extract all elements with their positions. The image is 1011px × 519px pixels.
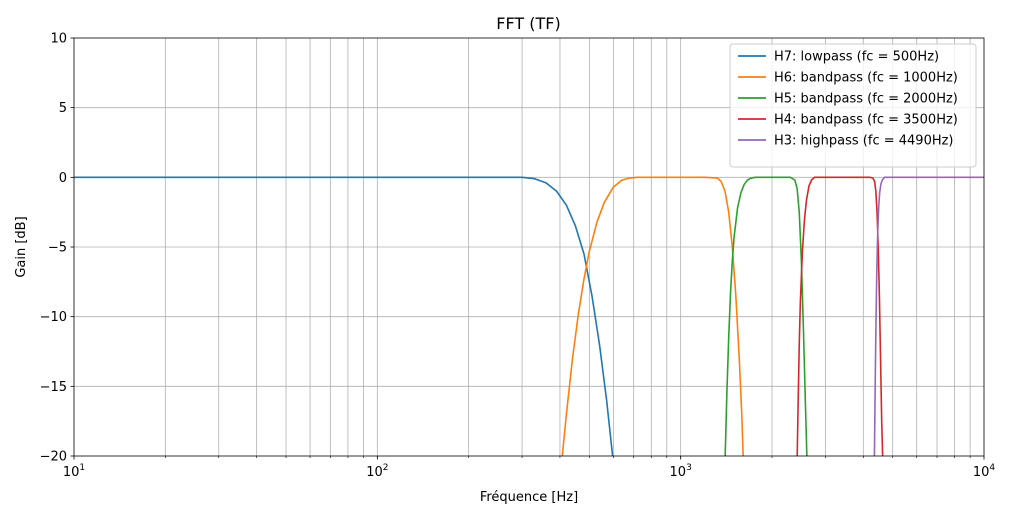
legend-label: H5: bandpass (fc = 2000Hz) bbox=[774, 92, 958, 107]
x-tick-base: 10 bbox=[670, 465, 687, 480]
legend-label: H3: highpass (fc = 4490Hz) bbox=[774, 134, 954, 149]
x-tick-exponent: 3 bbox=[686, 463, 692, 473]
y-axis-label: Gain [dB] bbox=[14, 216, 29, 277]
x-tick-exponent: 4 bbox=[989, 463, 995, 473]
x-tick-label: 102 bbox=[366, 463, 388, 480]
x-tick-label: 104 bbox=[973, 463, 996, 480]
legend-label: H4: bandpass (fc = 3500Hz) bbox=[774, 113, 958, 128]
x-tick-base: 10 bbox=[973, 465, 990, 480]
grid bbox=[74, 38, 984, 456]
y-tick-label: −15 bbox=[40, 380, 67, 395]
y-tick-label: −20 bbox=[40, 450, 67, 465]
x-tick-exponent: 2 bbox=[383, 463, 389, 473]
y-tick-label: −5 bbox=[48, 241, 67, 256]
legend-label: H7: lowpass (fc = 500Hz) bbox=[774, 50, 939, 65]
x-tick-label: 101 bbox=[63, 463, 85, 480]
x-tick-exponent: 1 bbox=[79, 463, 85, 473]
series-line-2 bbox=[561, 176, 744, 456]
x-tick-label: 103 bbox=[670, 463, 692, 480]
chart-title: FFT (TF) bbox=[496, 14, 560, 33]
series-line-5 bbox=[873, 176, 984, 456]
x-tick-base: 10 bbox=[366, 465, 383, 480]
series-line-3 bbox=[724, 176, 808, 456]
y-tick-label: 0 bbox=[59, 171, 67, 186]
series-group bbox=[74, 176, 984, 456]
y-tick-label: −10 bbox=[40, 310, 67, 325]
series-line-1 bbox=[74, 176, 614, 456]
series-line-4 bbox=[796, 176, 884, 456]
legend-box bbox=[729, 43, 977, 168]
legend: H7: lowpass (fc = 500Hz) H6: bandpass (fc… bbox=[729, 43, 977, 168]
x-tick-base: 10 bbox=[63, 465, 80, 480]
y-tick-label: 10 bbox=[50, 32, 67, 47]
x-axis-label: Fréquence [Hz] bbox=[480, 490, 578, 505]
legend-label: H6: bandpass (fc = 1000Hz) bbox=[774, 71, 958, 86]
y-tick-label: 5 bbox=[59, 101, 67, 116]
